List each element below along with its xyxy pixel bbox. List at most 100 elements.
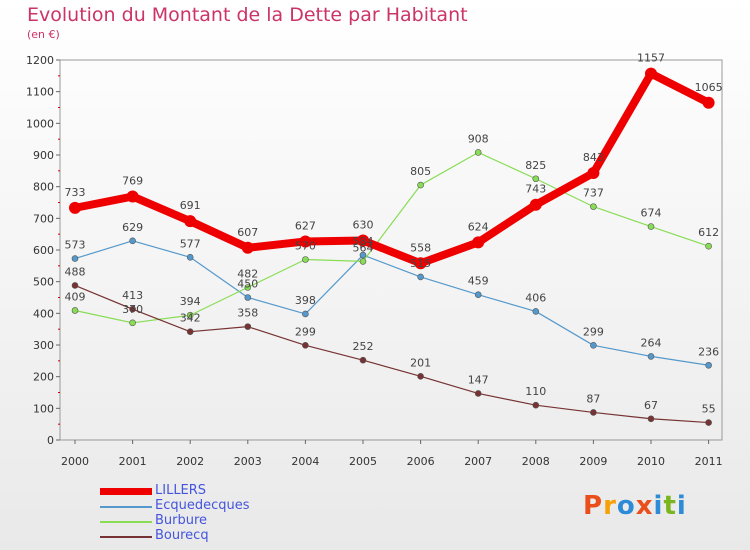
- x-tick-label: 2002: [176, 455, 204, 468]
- x-tick-label: 2010: [637, 455, 665, 468]
- y-tick-label: 600: [33, 244, 54, 257]
- data-point-burbure: [417, 181, 424, 189]
- y-tick-label: 1000: [26, 117, 54, 130]
- legend-swatch-burbure: [100, 521, 152, 523]
- data-label-ecquedecques: 584: [353, 235, 374, 248]
- data-label-burbure: 674: [641, 207, 662, 220]
- data-point-lillers: [414, 257, 427, 270]
- data-point-bourecq: [129, 305, 136, 313]
- data-label-burbure: 570: [295, 240, 316, 253]
- data-label-bourecq: 147: [468, 373, 489, 386]
- data-point-ecquedecques: [705, 361, 712, 369]
- data-label-lillers: 630: [353, 219, 374, 232]
- chart-title: Evolution du Montant de la Dette par Hab…: [27, 4, 468, 26]
- data-label-burbure: 394: [180, 295, 201, 308]
- data-label-burbure: 564: [353, 241, 374, 254]
- data-point-ecquedecques: [532, 308, 540, 315]
- legend-label-burbure: Burbure: [155, 513, 208, 528]
- y-tick-label: 100: [33, 402, 54, 415]
- data-label-ecquedecques: 406: [525, 291, 546, 304]
- x-tick-label: 2011: [695, 455, 723, 468]
- data-point-burbure: [590, 203, 597, 210]
- data-point-bourecq: [359, 356, 367, 364]
- logo-letter: t: [663, 491, 677, 521]
- data-label-lillers: 769: [122, 174, 143, 187]
- data-point-burbure: [647, 223, 655, 230]
- data-point-bourecq: [647, 415, 655, 423]
- data-label-lillers: 843: [583, 151, 604, 164]
- data-label-lillers: 558: [410, 241, 431, 254]
- data-point-lillers: [645, 67, 657, 80]
- legend-label-bourecq: Bourecq: [155, 528, 209, 543]
- data-label-burbure: 825: [525, 159, 546, 172]
- data-label-ecquedecques: 398: [295, 294, 316, 307]
- data-point-bourecq: [590, 409, 597, 416]
- data-point-burbure: [186, 311, 194, 319]
- legend-label-lillers: LILLERS: [155, 483, 207, 498]
- logo-letter: i: [653, 491, 664, 521]
- x-tick-label: 2009: [579, 455, 607, 468]
- x-tick-label: 2000: [61, 455, 89, 468]
- x-tick-label: 2006: [407, 455, 435, 468]
- data-point-bourecq: [417, 373, 424, 380]
- data-point-burbure: [474, 149, 482, 156]
- logo-letter: r: [603, 491, 617, 521]
- data-label-bourecq: 87: [586, 392, 600, 405]
- data-label-ecquedecques: 299: [583, 325, 604, 338]
- data-label-bourecq: 110: [525, 385, 546, 398]
- y-tick-label: 500: [33, 276, 54, 289]
- series-line-ecquedecques: [74, 240, 710, 366]
- data-label-bourecq: 342: [180, 312, 201, 325]
- y-tick-label: 800: [33, 181, 54, 194]
- x-tick-label: 2008: [522, 455, 550, 468]
- data-label-bourecq: 299: [295, 325, 316, 338]
- data-point-lillers: [69, 201, 81, 214]
- data-label-ecquedecques: 450: [237, 278, 258, 291]
- y-tick-label: 0: [47, 434, 54, 447]
- data-label-bourecq: 201: [410, 356, 431, 369]
- x-tick-label: 2005: [349, 455, 377, 468]
- data-point-lillers: [357, 234, 369, 247]
- data-label-bourecq: 55: [702, 403, 716, 416]
- data-label-burbure: 805: [410, 165, 431, 178]
- logo-letter: x: [635, 491, 654, 521]
- data-point-lillers: [529, 198, 542, 211]
- data-point-lillers: [299, 235, 312, 248]
- data-label-burbure: 737: [583, 187, 604, 200]
- data-point-bourecq: [244, 323, 252, 330]
- data-point-lillers: [587, 167, 600, 180]
- data-label-lillers: 624: [468, 220, 489, 233]
- data-label-lillers: 691: [180, 199, 201, 212]
- y-tick-label: 1100: [26, 86, 54, 99]
- data-point-burbure: [532, 175, 540, 183]
- data-label-ecquedecques: 459: [468, 275, 489, 288]
- y-tick-label: 1200: [26, 54, 54, 67]
- y-tick-label: 300: [33, 339, 54, 352]
- data-label-bourecq: 67: [644, 399, 658, 412]
- data-point-lillers: [241, 241, 254, 254]
- data-point-bourecq: [71, 282, 79, 289]
- y-tick-label: 700: [33, 212, 54, 225]
- data-point-ecquedecques: [647, 353, 655, 360]
- y-tick-label: 200: [33, 371, 54, 384]
- chart-subtitle: (en €): [27, 28, 60, 41]
- data-point-ecquedecques: [474, 291, 482, 298]
- legend-label-ecquedecques: Ecquedecques: [155, 498, 250, 513]
- series-line-bourecq: [74, 284, 710, 424]
- data-point-ecquedecques: [302, 310, 309, 318]
- data-point-bourecq: [186, 328, 194, 336]
- data-label-bourecq: 488: [65, 265, 86, 278]
- data-label-lillers: 733: [65, 186, 86, 199]
- data-point-bourecq: [532, 401, 540, 409]
- data-point-lillers: [184, 215, 197, 228]
- x-tick-label: 2001: [119, 455, 147, 468]
- series-line-burbure: [74, 151, 710, 324]
- data-label-lillers: 1065: [695, 81, 723, 94]
- data-point-burbure: [129, 319, 136, 327]
- logo-letter: i: [676, 491, 687, 521]
- data-label-burbure: 409: [65, 290, 86, 303]
- data-point-bourecq: [302, 342, 309, 349]
- data-label-ecquedecques: 515: [410, 257, 431, 270]
- y-tick-label: 400: [33, 307, 54, 320]
